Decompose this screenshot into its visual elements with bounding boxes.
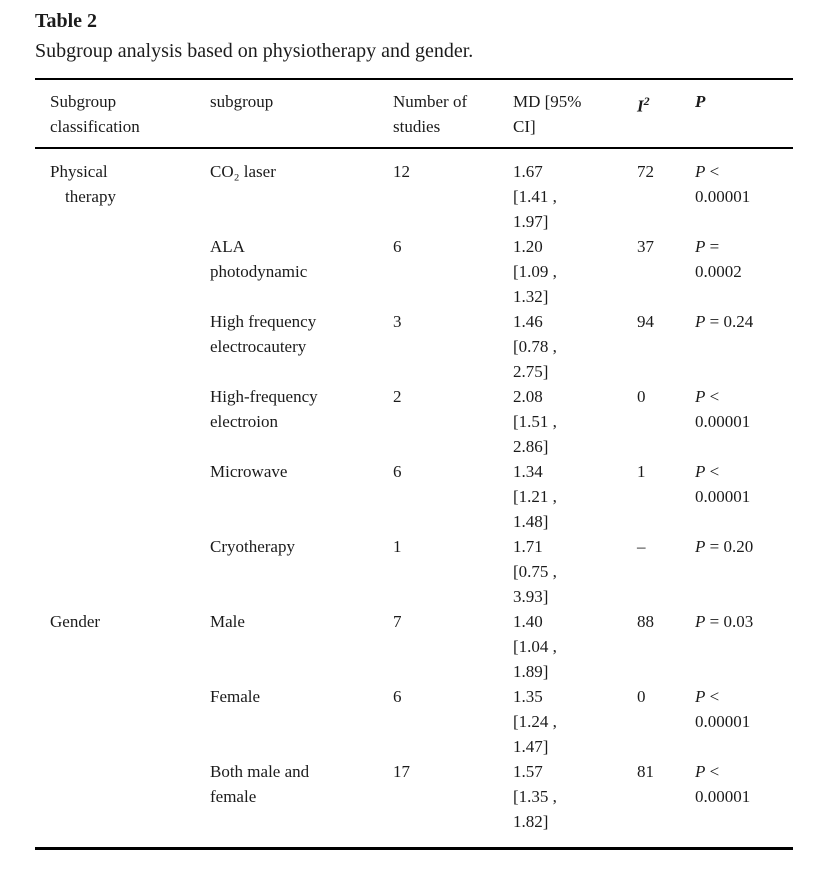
i-squared-symbol: I xyxy=(637,96,644,116)
table-row: ALA photodynamic 6 1.20 [1.09 , 1.32] 37 P = 0.… xyxy=(35,234,793,309)
page: Table 2 Subgroup analysis based on physi… xyxy=(35,10,793,850)
cell-p-value: P <0.00001 xyxy=(695,462,751,506)
cell-number-of-studies: 6 xyxy=(393,237,402,256)
cell-i-squared: 1 xyxy=(637,462,646,481)
col-header-number-of-studies-label: Number of studies xyxy=(393,92,468,136)
cell-md-ci: 1.20 [1.09 , 1.32] xyxy=(513,237,557,306)
cell-subgroup: High-frequency electroion xyxy=(210,387,318,431)
cell-number-of-studies: 3 xyxy=(393,312,402,331)
cell-subgroup-classification xyxy=(35,234,210,309)
cell-md-ci: 1.46 [0.78 , 2.75] xyxy=(513,312,557,381)
cell-subgroup: CO₂ laser xyxy=(210,162,276,181)
cell-p-value: P = 0.03 xyxy=(695,612,754,631)
cell-number-of-studies: 7 xyxy=(393,612,402,631)
cell-p-value: P <0.00001 xyxy=(695,162,751,206)
cell-subgroup: Female xyxy=(210,687,261,706)
cell-subgroup-classification xyxy=(35,759,210,849)
cell-i-squared: 88 xyxy=(637,612,654,631)
cell-subgroup: Male xyxy=(210,612,245,631)
cell-subgroup-classification xyxy=(35,534,210,609)
table-row: Gender Male 7 1.40 [1.04 , 1.89] 88 P = 0.03 xyxy=(35,609,793,684)
table-row: Female 6 1.35 [1.24 , 1.47] 0 P <0.00001 xyxy=(35,684,793,759)
cell-subgroup: Both male and female xyxy=(210,762,310,806)
cell-number-of-studies: 1 xyxy=(393,537,402,556)
col-header-subgroup-label: subgroup xyxy=(210,92,274,111)
cell-subgroup-classification xyxy=(35,384,210,459)
col-header-md-ci-label: MD [95% CI] xyxy=(513,92,582,136)
cell-i-squared: 72 xyxy=(637,162,654,181)
col-header-subgroup: subgroup xyxy=(210,79,393,149)
i-squared-exponent: 2 xyxy=(643,94,650,108)
cell-i-squared: 81 xyxy=(637,762,654,781)
cell-subgroup: High frequency electrocautery xyxy=(210,312,317,356)
table-row: Both male and female 17 1.57 [1.35 , 1.82] 81… xyxy=(35,759,793,849)
cell-p-value: P = 0.0002 xyxy=(695,237,742,281)
cell-p-value: P <0.00001 xyxy=(695,687,751,731)
cell-i-squared: 0 xyxy=(637,687,646,706)
cell-md-ci: 1.35 [1.24 , 1.47] xyxy=(513,687,557,756)
cell-i-squared: 37 xyxy=(637,237,654,256)
table-row: Physical therapy CO₂ laser 12 1.67 [1.41 , 1.… xyxy=(35,148,793,234)
col-header-i-squared: I2 xyxy=(637,79,695,149)
table-title: Table 2 xyxy=(35,10,98,32)
cell-md-ci: 2.08 [1.51 , 2.86] xyxy=(513,387,557,456)
cell-number-of-studies: 6 xyxy=(393,687,402,706)
cell-md-ci: 1.71 [0.75 , 3.93] xyxy=(513,537,557,606)
cell-p-value: P <0.00001 xyxy=(695,762,751,806)
cell-subgroup: Microwave xyxy=(210,462,288,481)
subgroup-analysis-table: Subgroup classification subgroup Number … xyxy=(35,78,793,850)
cell-number-of-studies: 2 xyxy=(393,387,402,406)
cell-subgroup: Cryotherapy xyxy=(210,537,295,556)
cell-subgroup-classification xyxy=(35,684,210,759)
col-header-p-value: P xyxy=(695,79,793,149)
cell-md-ci: 1.67 [1.41 , 1.97] xyxy=(513,162,557,231)
table-caption: Subgroup analysis based on physiotherapy… xyxy=(35,40,474,62)
cell-number-of-studies: 17 xyxy=(393,762,410,781)
col-header-number-of-studies: Number of studies xyxy=(393,79,513,149)
cell-subgroup-classification: Gender xyxy=(50,612,101,631)
cell-md-ci: 1.34 [1.21 , 1.48] xyxy=(513,462,557,531)
cell-p-value: P <0.00001 xyxy=(695,387,751,431)
col-header-subgroup-classification: Subgroup classification xyxy=(35,79,210,149)
table-row: High-frequency electroion 2 2.08 [1.51 , 2.8… xyxy=(35,384,793,459)
cell-number-of-studies: 6 xyxy=(393,462,402,481)
cell-subgroup: ALA photodynamic xyxy=(210,237,308,281)
cell-md-ci: 1.57 [1.35 , 1.82] xyxy=(513,762,557,831)
cell-p-value: P = 0.20 xyxy=(695,537,754,556)
header-row: Subgroup classification subgroup Number … xyxy=(35,79,793,149)
p-symbol: P xyxy=(695,92,706,111)
col-header-md-ci: MD [95% CI] xyxy=(513,79,637,149)
table-row: High frequency electrocautery 3 1.46 [0.78 … xyxy=(35,309,793,384)
cell-p-value: P = 0.24 xyxy=(695,312,754,331)
table-body: Physical therapy CO₂ laser 12 1.67 [1.41 , 1.… xyxy=(35,148,793,849)
cell-md-ci: 1.40 [1.04 , 1.89] xyxy=(513,612,557,681)
col-header-subgroup-classification-label: Subgroup classification xyxy=(50,92,140,136)
table-row: Microwave 6 1.34 [1.21 , 1.48] 1 P <0.00001 xyxy=(35,459,793,534)
cell-i-squared: – xyxy=(637,537,646,556)
cell-subgroup-classification xyxy=(35,309,210,384)
cell-number-of-studies: 12 xyxy=(393,162,410,181)
cell-subgroup-classification xyxy=(35,459,210,534)
table-row: Cryotherapy 1 1.71 [0.75 , 3.93] – P = 0.20 xyxy=(35,534,793,609)
cell-subgroup-classification: Physical therapy xyxy=(50,162,116,206)
cell-i-squared: 94 xyxy=(637,312,654,331)
cell-i-squared: 0 xyxy=(637,387,646,406)
